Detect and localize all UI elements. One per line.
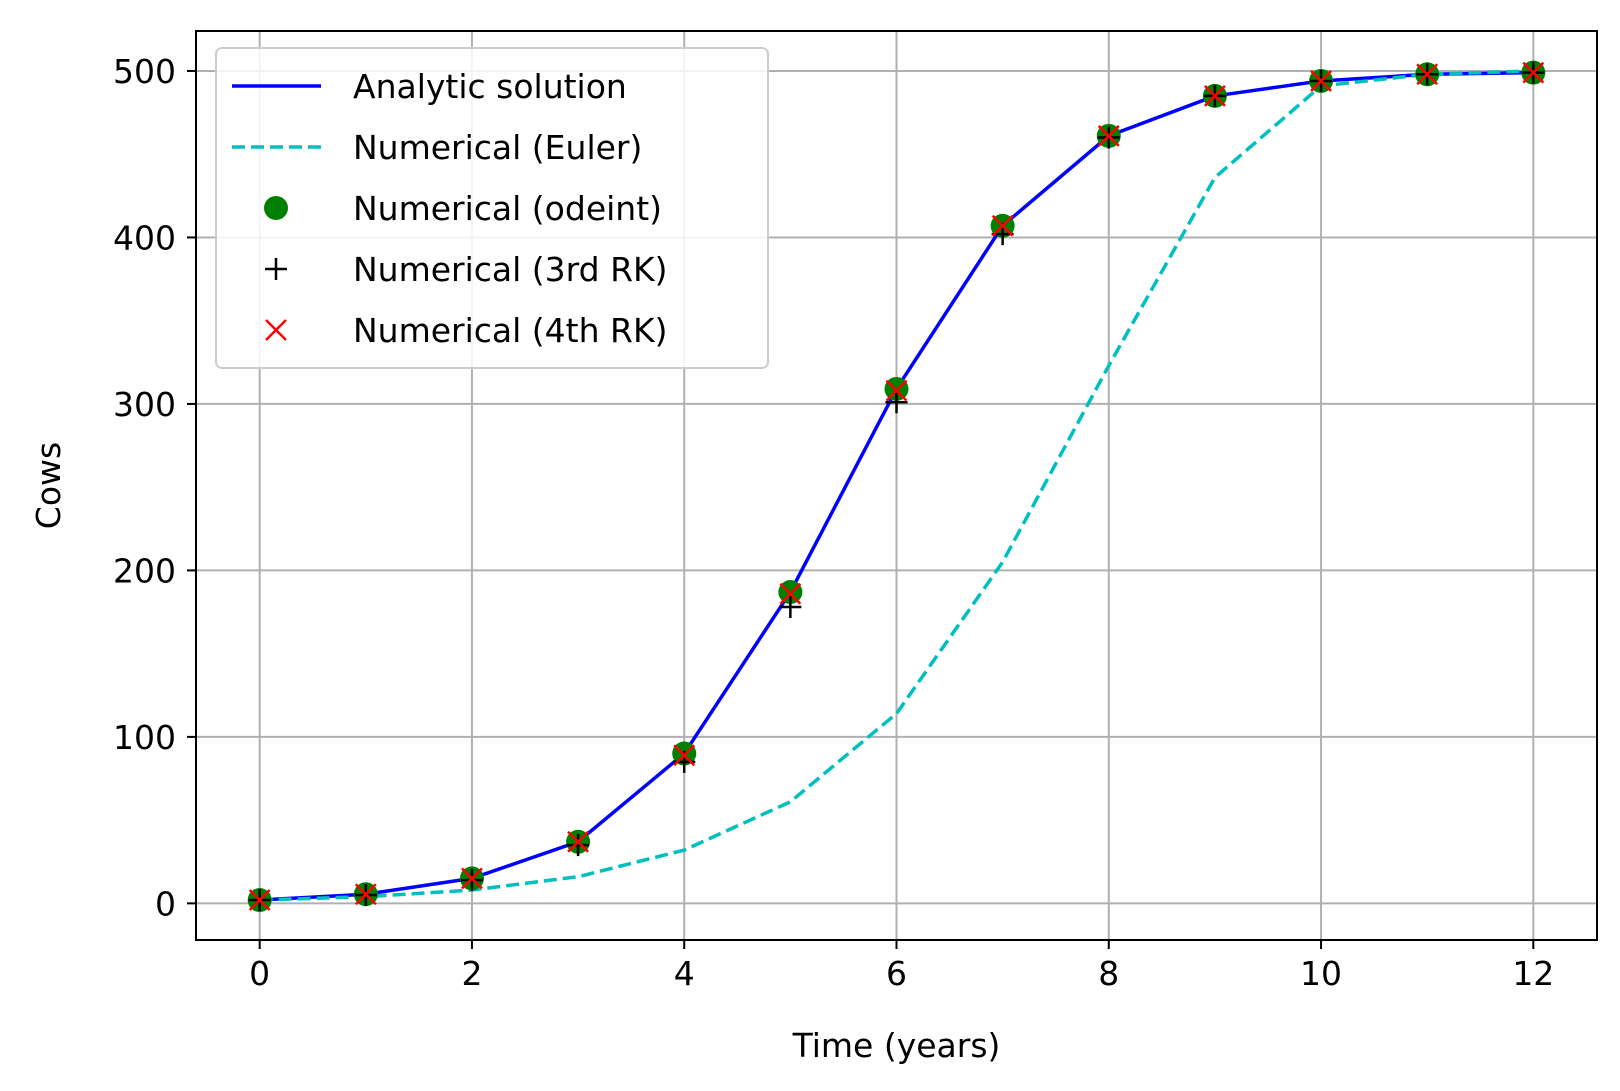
legend-item: Numerical (odeint): [264, 189, 662, 228]
legend-marker-swatch: [265, 319, 287, 341]
legend: Analytic solution Numerical (Euler) Numeri…: [215, 47, 769, 369]
data-point: [885, 391, 908, 414]
y-tick-label: 200: [113, 551, 176, 590]
y-axis-label: Cows: [29, 442, 68, 529]
data-point: [567, 834, 590, 857]
x-marker-b: [1522, 61, 1545, 84]
x-axis-label: Time (years): [792, 1026, 1001, 1065]
x-tick-label: 6: [886, 954, 907, 993]
data-point: [1097, 125, 1120, 147]
legend-item: Numerical (Euler): [232, 128, 642, 167]
data-point: [567, 830, 589, 853]
x-marker-b: [354, 883, 377, 906]
legend-marker-swatch: [265, 258, 287, 280]
data-point: [354, 883, 377, 906]
data-point: [779, 596, 802, 619]
x-tick-label: 0: [249, 954, 270, 993]
data-point: [1522, 61, 1545, 84]
x-marker-b: [779, 582, 802, 605]
x-marker-b: [248, 889, 271, 911]
y-tick-label: 100: [113, 718, 176, 757]
legend-label: Numerical (odeint): [353, 189, 662, 228]
x-tick-label: 12: [1512, 954, 1554, 993]
x-marker-b: [673, 744, 696, 767]
y-tick-label: 400: [113, 218, 176, 257]
legend-label: Numerical (4th RK): [353, 311, 667, 350]
series-4: [248, 61, 1545, 911]
x-marker-b: [1416, 63, 1439, 86]
legend-item: Analytic solution: [232, 67, 627, 106]
data-point: [673, 744, 696, 767]
data-point: [1416, 63, 1439, 86]
data-point: [248, 889, 271, 911]
legend-item: Numerical (3rd RK): [265, 250, 668, 289]
data-point: [991, 214, 1014, 237]
y-tick-label: 300: [113, 385, 176, 424]
x-marker-b: [885, 379, 908, 402]
legend-label: Numerical (3rd RK): [353, 250, 668, 289]
x-marker-b: [461, 867, 483, 890]
y-tick-label: 500: [113, 52, 176, 91]
data-point: [779, 582, 802, 605]
x-marker-b: [1204, 85, 1226, 107]
legend-item: Numerical (4th RK): [265, 311, 667, 350]
y-tick-label: 0: [155, 884, 176, 923]
data-point: [885, 379, 908, 402]
x-marker-b: [265, 319, 287, 341]
plot-area: [247, 60, 1546, 913]
x-tick-label: 10: [1300, 954, 1342, 993]
y-axis: 0 100 200 300 400 500: [113, 52, 196, 923]
x-axis: 0 2 4 6 8 10 12: [249, 940, 1554, 993]
legend-label: Analytic solution: [353, 67, 627, 106]
data-point: [461, 867, 483, 890]
data-point: [1204, 85, 1226, 107]
x-tick-label: 8: [1098, 954, 1119, 993]
x-marker-b: [991, 214, 1014, 237]
legend-box: [215, 47, 769, 369]
x-tick-label: 2: [461, 954, 482, 993]
x-marker-b: [567, 830, 589, 853]
x-marker-b: [1310, 70, 1332, 92]
legend-marker-swatch: [264, 196, 288, 220]
x-tick-label: 4: [674, 954, 695, 993]
data-point: [1310, 70, 1332, 92]
legend-label: Numerical (Euler): [353, 128, 642, 167]
x-marker-b: [1097, 125, 1120, 147]
